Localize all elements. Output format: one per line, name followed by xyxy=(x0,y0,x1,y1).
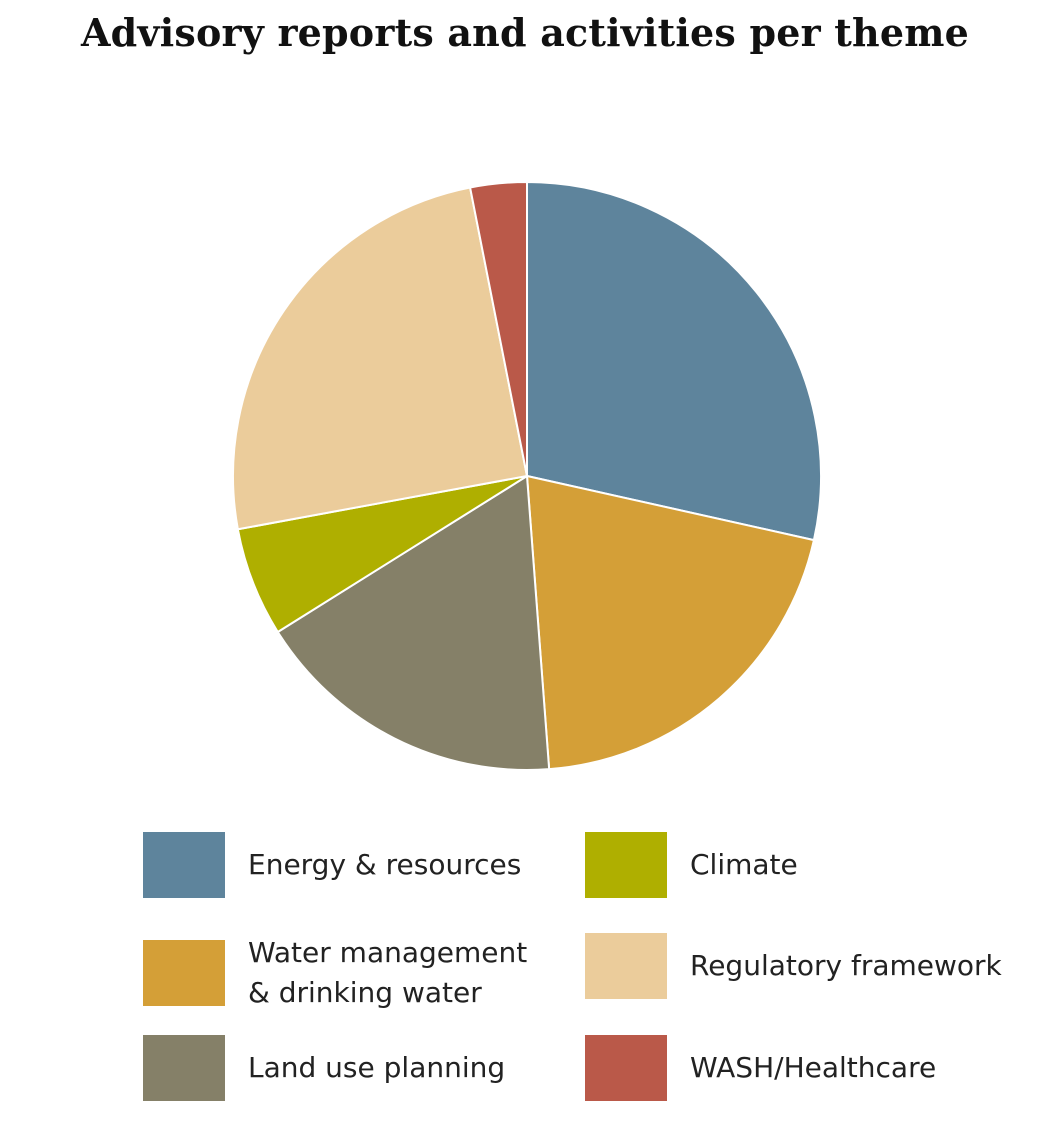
pie-slice-6 xyxy=(469,181,528,477)
pie-slice-5 xyxy=(232,186,528,531)
legend-item: Climate xyxy=(585,832,798,898)
legend-label: Water management & drinking water xyxy=(248,936,528,1009)
legend-item: Water management & drinking water xyxy=(143,933,527,1013)
pie-slice-1 xyxy=(526,181,822,542)
legend-swatch xyxy=(143,1035,225,1101)
legend-item: Land use planning xyxy=(143,1035,505,1101)
legend-item: Energy & resources xyxy=(143,832,521,898)
legend-swatch xyxy=(143,940,225,1006)
legend-label: Regulatory framework xyxy=(690,949,1002,982)
legend-label: WASH/Healthcare xyxy=(690,1051,937,1084)
chart-title: Advisory reports and activities per them… xyxy=(81,10,969,55)
legend-swatch xyxy=(585,1035,667,1101)
legend-swatch xyxy=(143,832,225,898)
pie-slice-2 xyxy=(526,475,815,771)
legend-swatch xyxy=(585,933,667,999)
legend-swatch xyxy=(585,832,667,898)
legend-label: Climate xyxy=(690,848,798,881)
legend-item: Regulatory framework xyxy=(585,933,1002,999)
legend-label: Energy & resources xyxy=(248,848,522,881)
pie-slice-3 xyxy=(276,475,551,771)
pie-chart xyxy=(232,181,822,771)
legend-item: WASH/Healthcare xyxy=(585,1035,936,1101)
legend-label: Land use planning xyxy=(248,1051,506,1084)
